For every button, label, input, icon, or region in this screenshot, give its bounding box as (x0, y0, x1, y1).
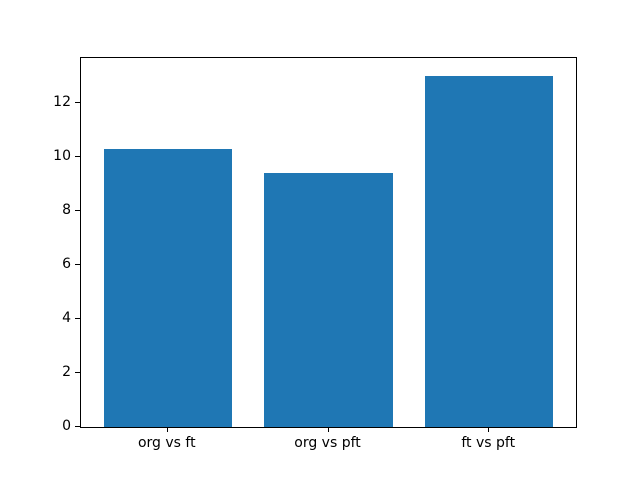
x-tick-label-ft-vs-pft: ft vs pft (461, 435, 516, 451)
x-tick-mark (327, 427, 329, 432)
y-tick-mark (75, 101, 80, 103)
y-tick-label-10: 10 (53, 147, 71, 164)
x-tick-label-org-vs-ft: org vs ft (137, 435, 196, 451)
y-tick-label-8: 8 (62, 201, 71, 218)
bar-org-vs-pft (264, 172, 393, 427)
y-tick-label-2: 2 (62, 363, 71, 380)
x-tick-mark (488, 427, 490, 432)
y-tick-label-4: 4 (62, 309, 71, 326)
x-tick-label-org-vs-pft: org vs pft (294, 435, 361, 451)
y-tick-mark (75, 155, 80, 157)
y-tick-mark (75, 426, 80, 427)
y-tick-mark (75, 263, 80, 265)
bar-ft-vs-pft (424, 75, 554, 427)
bar-org-vs-ft (103, 148, 233, 427)
y-tick-label-6: 6 (62, 255, 71, 272)
y-tick-mark (75, 371, 80, 373)
plot-area (80, 57, 577, 428)
y-tick-label-0: 0 (62, 418, 71, 434)
y-tick-mark (75, 317, 80, 319)
y-tick-mark (75, 209, 80, 211)
x-tick-mark (166, 427, 168, 432)
y-tick-label-12: 12 (53, 93, 71, 110)
